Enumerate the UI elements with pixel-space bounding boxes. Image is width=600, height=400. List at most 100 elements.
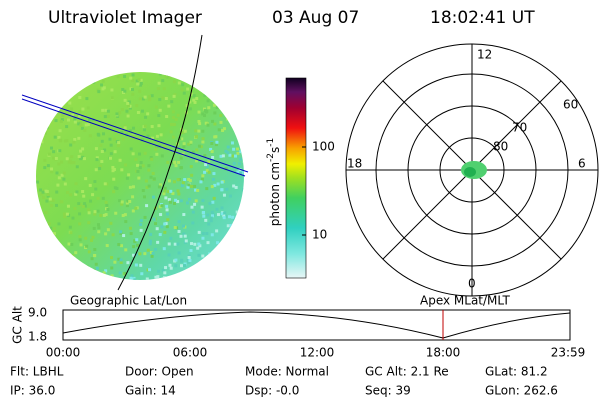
pixel bbox=[40, 223, 44, 227]
pixel bbox=[192, 98, 196, 102]
pixel bbox=[224, 167, 228, 171]
pixel bbox=[117, 112, 121, 116]
pixel bbox=[219, 120, 223, 124]
pixel bbox=[225, 260, 229, 264]
pixel bbox=[155, 134, 159, 138]
pixel bbox=[164, 196, 168, 200]
pixel bbox=[186, 87, 190, 91]
pixel bbox=[95, 158, 99, 162]
pixel bbox=[126, 101, 130, 105]
pixel bbox=[156, 240, 160, 244]
pixel bbox=[123, 126, 127, 130]
pixel bbox=[158, 98, 162, 102]
pixel bbox=[183, 178, 187, 182]
pixel bbox=[151, 251, 155, 255]
info-field: GC Alt: 2.1 Re bbox=[365, 365, 449, 379]
pixel bbox=[177, 81, 181, 85]
pixel bbox=[63, 139, 67, 143]
pixel bbox=[207, 222, 211, 226]
pixel bbox=[129, 276, 133, 280]
pixel bbox=[65, 212, 69, 216]
pixel bbox=[158, 72, 162, 76]
pixel bbox=[213, 183, 217, 187]
pixel bbox=[135, 79, 139, 83]
pixel bbox=[68, 225, 72, 229]
pixel bbox=[106, 109, 110, 113]
pixel bbox=[146, 248, 150, 252]
pixel bbox=[91, 270, 95, 274]
noise bbox=[36, 72, 244, 280]
pixel bbox=[62, 262, 66, 266]
alt-tick: 1.8 bbox=[28, 330, 47, 344]
pixel bbox=[36, 224, 40, 228]
pixel bbox=[67, 242, 71, 246]
pixel bbox=[191, 150, 195, 154]
pixel bbox=[203, 274, 207, 278]
pixel bbox=[77, 202, 81, 206]
pixel bbox=[182, 224, 186, 228]
pixel bbox=[47, 81, 51, 85]
pixel bbox=[161, 268, 165, 272]
pixel bbox=[234, 125, 238, 129]
pixel bbox=[200, 205, 204, 209]
pixel bbox=[154, 247, 158, 251]
pixel bbox=[133, 278, 137, 280]
pixel bbox=[109, 152, 113, 156]
pixel bbox=[56, 246, 60, 250]
pixel bbox=[154, 222, 158, 226]
pixel bbox=[86, 78, 90, 82]
pixel bbox=[172, 201, 176, 205]
pixel bbox=[143, 95, 147, 99]
pixel bbox=[50, 113, 54, 117]
pixel bbox=[81, 155, 85, 159]
pixel bbox=[93, 210, 97, 214]
pixel bbox=[193, 202, 197, 206]
pixel bbox=[169, 236, 173, 240]
pixel bbox=[147, 95, 151, 99]
pixel bbox=[236, 269, 240, 273]
pixel bbox=[242, 124, 244, 128]
pixel bbox=[149, 156, 153, 160]
pixel bbox=[186, 201, 190, 205]
pixel bbox=[75, 165, 79, 169]
pixel bbox=[226, 145, 230, 149]
pixel bbox=[218, 101, 222, 105]
pixel bbox=[152, 177, 156, 181]
pixel bbox=[88, 118, 92, 122]
pixel bbox=[226, 117, 230, 121]
pixel bbox=[42, 196, 46, 200]
pixel bbox=[131, 152, 135, 156]
pixel bbox=[196, 246, 200, 250]
pixel bbox=[168, 263, 172, 267]
pixel bbox=[132, 126, 136, 130]
mlat-label: 70 bbox=[512, 121, 527, 135]
pixel bbox=[59, 107, 63, 111]
pixel bbox=[180, 137, 184, 141]
pixel bbox=[162, 276, 166, 280]
pixel bbox=[136, 243, 140, 247]
pixel bbox=[234, 82, 238, 86]
pixel bbox=[77, 78, 81, 82]
pixel bbox=[109, 143, 113, 147]
pixel bbox=[239, 210, 243, 214]
mlt-label: 18 bbox=[347, 157, 362, 171]
pixel bbox=[219, 154, 223, 158]
pixel bbox=[57, 275, 61, 279]
pixel bbox=[123, 271, 127, 275]
pixel bbox=[79, 243, 83, 247]
pixel bbox=[90, 78, 94, 82]
pixel bbox=[182, 91, 186, 95]
pixel bbox=[75, 190, 79, 194]
pixel bbox=[176, 178, 180, 182]
pixel bbox=[243, 117, 244, 121]
unit: s bbox=[268, 147, 282, 153]
pixel bbox=[58, 79, 62, 83]
pixel bbox=[77, 78, 81, 82]
pixel bbox=[229, 72, 233, 76]
pixel bbox=[224, 149, 228, 153]
pixel bbox=[143, 124, 147, 128]
pixel bbox=[97, 90, 101, 94]
pixel bbox=[118, 271, 122, 275]
pixel bbox=[125, 204, 129, 208]
pixel bbox=[125, 201, 129, 205]
